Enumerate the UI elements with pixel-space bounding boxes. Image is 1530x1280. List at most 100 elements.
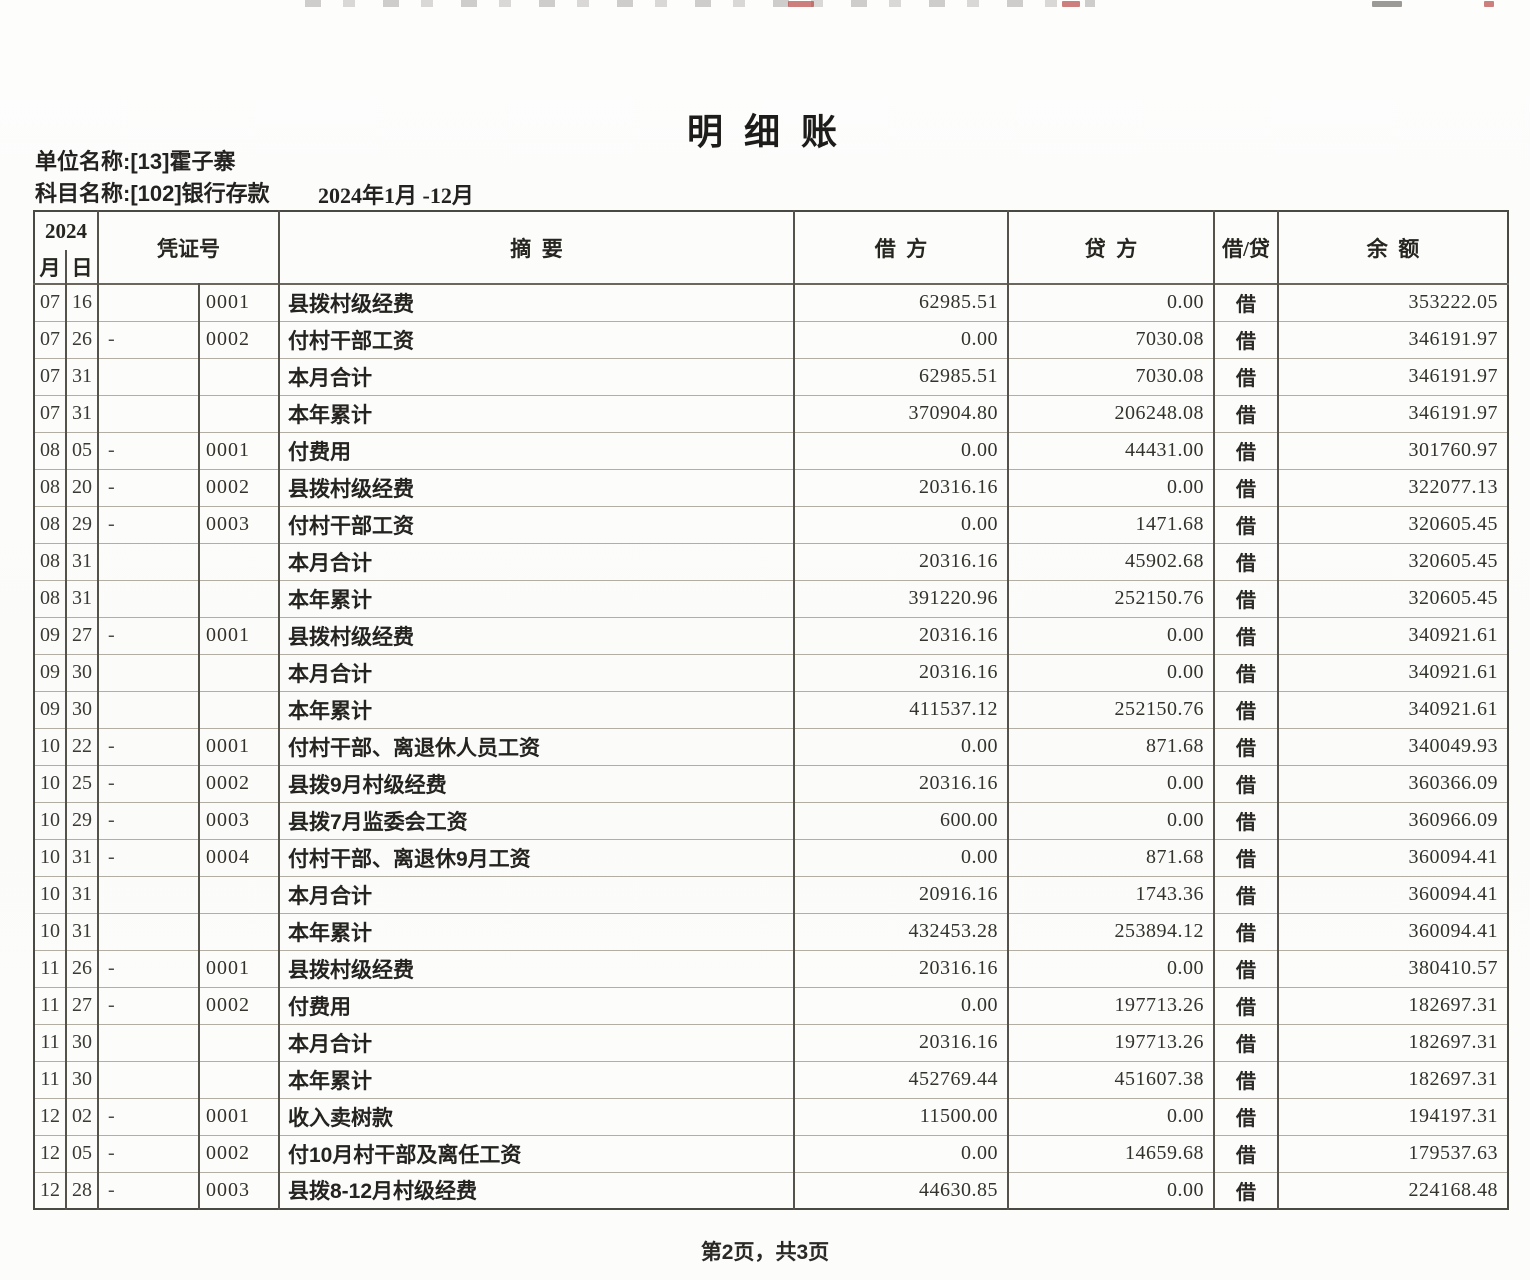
row-debit: 0.00 bbox=[793, 505, 1008, 543]
row-direction: 借 bbox=[1213, 542, 1278, 580]
row-voucher-mark bbox=[97, 1023, 199, 1061]
row-direction: 借 bbox=[1213, 875, 1278, 913]
row-credit: 14659.68 bbox=[1007, 1134, 1214, 1172]
row-voucher-mark: - bbox=[97, 1171, 199, 1209]
row-month: 09 bbox=[34, 690, 66, 728]
ledger-row: 07 16 0001 县拨村级经费 62985.51 0.00 借 353222.05 bbox=[34, 283, 1508, 321]
row-day: 30 bbox=[65, 653, 98, 691]
row-summary: 县拨村级经费 bbox=[278, 283, 794, 321]
row-credit: 7030.08 bbox=[1007, 357, 1214, 395]
header-year: 2024 bbox=[45, 218, 87, 243]
row-voucher-mark: - bbox=[97, 505, 199, 543]
row-debit: 0.00 bbox=[793, 986, 1008, 1024]
row-summary: 付费用 bbox=[278, 431, 794, 469]
row-day: 05 bbox=[65, 1134, 98, 1172]
row-month: 10 bbox=[34, 764, 66, 802]
row-balance: 320605.45 bbox=[1277, 542, 1508, 580]
row-month: 08 bbox=[34, 542, 66, 580]
row-voucher-number: 0001 bbox=[198, 616, 279, 654]
row-month: 07 bbox=[34, 394, 66, 432]
row-credit: 0.00 bbox=[1007, 1171, 1214, 1209]
row-balance: 320605.45 bbox=[1277, 579, 1508, 617]
row-balance: 360094.41 bbox=[1277, 875, 1508, 913]
row-voucher-number: 0002 bbox=[198, 764, 279, 802]
row-balance: 182697.31 bbox=[1277, 986, 1508, 1024]
row-direction: 借 bbox=[1213, 690, 1278, 728]
row-summary: 县拨村级经费 bbox=[278, 616, 794, 654]
row-balance: 353222.05 bbox=[1277, 283, 1508, 321]
row-month: 10 bbox=[34, 727, 66, 765]
ledger-row: 11 27-0002 付费用 0.00 197713.26 借 182697.31 bbox=[34, 986, 1508, 1024]
row-voucher-number bbox=[198, 579, 279, 617]
page-title: 明 细 账 bbox=[686, 112, 843, 152]
row-day: 20 bbox=[65, 468, 98, 506]
row-month: 10 bbox=[34, 801, 66, 839]
row-direction: 借 bbox=[1213, 727, 1278, 765]
row-voucher-mark bbox=[97, 542, 199, 580]
row-day: 27 bbox=[65, 986, 98, 1024]
row-balance: 179537.63 bbox=[1277, 1134, 1508, 1172]
row-summary: 付村干部、离退休9月工资 bbox=[278, 838, 794, 876]
row-credit: 252150.76 bbox=[1007, 579, 1214, 617]
row-balance: 224168.48 bbox=[1277, 1171, 1508, 1209]
row-credit: 871.68 bbox=[1007, 727, 1214, 765]
row-credit: 206248.08 bbox=[1007, 394, 1214, 432]
ledger-row: 07 31 本月合计 62985.51 7030.08 借 346191.97 bbox=[34, 357, 1508, 395]
row-credit: 0.00 bbox=[1007, 1097, 1214, 1135]
row-credit: 871.68 bbox=[1007, 838, 1214, 876]
row-voucher-number: 0002 bbox=[198, 320, 279, 358]
row-direction: 借 bbox=[1213, 801, 1278, 839]
row-month: 08 bbox=[34, 579, 66, 617]
ledger-row: 10 25-0002 县拨9月村级经费 20316.16 0.00 借 360366.09 bbox=[34, 764, 1508, 802]
ledger-row: 07 26-0002 付村干部工资 0.00 7030.08 借 346191.97 bbox=[34, 320, 1508, 358]
row-direction: 借 bbox=[1213, 579, 1278, 617]
account-name-label: 科目名称:[102]银行存款 bbox=[35, 181, 270, 206]
scan-artifact-mark bbox=[1372, 1, 1402, 7]
row-month: 11 bbox=[34, 949, 66, 987]
row-day: 26 bbox=[65, 320, 98, 358]
row-voucher-number bbox=[198, 542, 279, 580]
row-day: 05 bbox=[65, 431, 98, 469]
row-balance: 346191.97 bbox=[1277, 357, 1508, 395]
row-month: 12 bbox=[34, 1134, 66, 1172]
row-debit: 20316.16 bbox=[793, 542, 1008, 580]
row-month: 07 bbox=[34, 283, 66, 321]
row-voucher-mark bbox=[97, 1060, 199, 1098]
row-month: 12 bbox=[34, 1171, 66, 1209]
ledger-row: 10 22-0001 付村干部、离退休人员工资 0.00 871.68 借 340049.9… bbox=[34, 727, 1508, 765]
row-summary: 县拨9月村级经费 bbox=[278, 764, 794, 802]
row-direction: 借 bbox=[1213, 320, 1278, 358]
row-summary: 县拨8-12月村级经费 bbox=[278, 1171, 794, 1209]
row-voucher-mark: - bbox=[97, 1097, 199, 1135]
row-debit: 20316.16 bbox=[793, 468, 1008, 506]
scan-artifact-mark bbox=[1062, 1, 1080, 7]
row-voucher-mark bbox=[97, 912, 199, 950]
row-summary: 本年累计 bbox=[278, 912, 794, 950]
row-debit: 0.00 bbox=[793, 320, 1008, 358]
row-credit: 7030.08 bbox=[1007, 320, 1214, 358]
row-credit: 253894.12 bbox=[1007, 912, 1214, 950]
row-voucher-mark bbox=[97, 579, 199, 617]
row-voucher-mark: - bbox=[97, 801, 199, 839]
row-month: 10 bbox=[34, 912, 66, 950]
row-summary: 付村干部工资 bbox=[278, 320, 794, 358]
ledger-row: 10 31-0004 付村干部、离退休9月工资 0.00 871.68 借 360094.4… bbox=[34, 838, 1508, 876]
row-month: 08 bbox=[34, 468, 66, 506]
row-voucher-mark: - bbox=[97, 949, 199, 987]
row-debit: 600.00 bbox=[793, 801, 1008, 839]
ledger-row: 12 28-0003 县拨8-12月村级经费 44630.85 0.00 借 224168.… bbox=[34, 1171, 1508, 1209]
header-balance: 余 额 bbox=[1277, 211, 1508, 284]
row-day: 27 bbox=[65, 616, 98, 654]
row-day: 22 bbox=[65, 727, 98, 765]
row-voucher-number: 0003 bbox=[198, 505, 279, 543]
row-direction: 借 bbox=[1213, 616, 1278, 654]
row-direction: 借 bbox=[1213, 283, 1278, 321]
row-day: 26 bbox=[65, 949, 98, 987]
row-voucher-number: 0003 bbox=[198, 1171, 279, 1209]
row-voucher-mark: - bbox=[97, 616, 199, 654]
row-debit: 0.00 bbox=[793, 838, 1008, 876]
row-day: 29 bbox=[65, 801, 98, 839]
row-month: 09 bbox=[34, 616, 66, 654]
row-voucher-mark: - bbox=[97, 727, 199, 765]
row-day: 16 bbox=[65, 283, 98, 321]
